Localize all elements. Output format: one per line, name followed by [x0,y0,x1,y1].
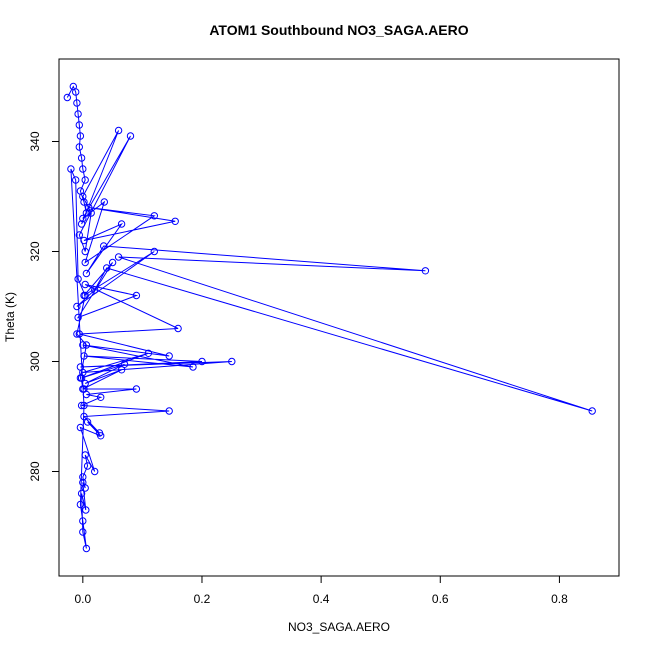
data-point [75,143,84,151]
data-point [73,302,81,311]
chart-title: ATOM1 Southbound NO3_SAGA.AERO [209,22,468,38]
data-point [117,220,126,228]
data-point [82,544,91,553]
data-point [588,407,596,415]
data-point [97,432,105,440]
data-point [171,217,179,226]
data-point [91,286,99,294]
data-point [150,212,159,220]
x-tick-label: 0.8 [551,592,568,606]
x-axis-label: NO3_SAGA.AERO [288,620,390,634]
data-point [114,126,123,135]
data-point [81,176,89,184]
x-tick-label: 0.6 [432,592,449,606]
data-point [80,412,88,421]
data-point [150,247,159,256]
data-point [108,258,117,267]
data-point [79,528,87,536]
data-point [97,393,105,401]
data-point [76,423,85,432]
data-point [79,341,87,349]
data-point [79,214,87,223]
data-point [76,132,85,140]
data-point [120,360,129,368]
data-point [81,258,89,267]
data-point [79,165,87,173]
data-point [82,269,91,278]
x-tick-label: 0.2 [194,592,211,606]
data-point [80,352,88,360]
data-point [189,363,197,371]
y-axis-label: Theta (K) [3,292,17,342]
data-point [132,385,141,393]
data-point [174,324,182,333]
data-point [100,242,108,250]
data-point [80,236,88,245]
data-point [81,247,89,256]
data-point [79,517,87,525]
data-point [144,349,153,357]
data-point [76,500,85,509]
data-point [80,385,88,393]
data-point [198,357,206,366]
data-point [74,313,82,322]
data-point [126,132,135,140]
series-group [63,82,596,553]
data-point [103,264,111,272]
data-point [82,506,90,514]
y-axis: 280 300 320 340 [28,131,60,482]
data-point [79,192,87,201]
data-point [79,478,87,487]
data-point [165,352,173,360]
data-point [85,203,93,212]
data-point [75,231,84,239]
data-point [117,366,126,374]
data-point [75,330,84,338]
data-point [63,93,72,102]
data-point [77,220,86,228]
data-point [75,121,84,129]
plot-frame [58,58,620,577]
data-point [77,154,86,162]
data-point [80,401,88,410]
data-point [67,165,75,173]
data-point [74,110,82,118]
data-point [80,198,88,206]
data-point [79,473,87,481]
series-line [66,85,593,549]
data-point [81,280,89,289]
data-point [81,451,89,459]
data-point [165,407,173,415]
data-point [100,198,109,206]
data-point [83,418,92,426]
data-point [72,88,80,96]
y-tick-label: 320 [28,241,42,261]
x-axis: 0.0 0.2 0.4 0.6 0.8 [74,575,568,606]
data-point [77,401,86,410]
y-tick-label: 280 [28,461,42,481]
data-point [77,489,86,498]
y-tick-label: 300 [28,351,42,371]
data-point [91,467,99,476]
data-point [76,374,85,382]
x-tick-label: 0.0 [74,592,91,606]
data-point [74,275,82,283]
data-point [114,253,123,261]
data-point [72,176,80,184]
data-point [228,357,236,366]
data-point [83,462,92,470]
data-point [132,291,141,300]
data-point [73,99,81,107]
data-point [82,341,91,349]
y-tick-label: 340 [28,131,42,151]
data-point [73,330,81,338]
data-point [421,267,430,275]
x-tick-label: 0.4 [313,592,330,606]
data-point [81,291,89,300]
